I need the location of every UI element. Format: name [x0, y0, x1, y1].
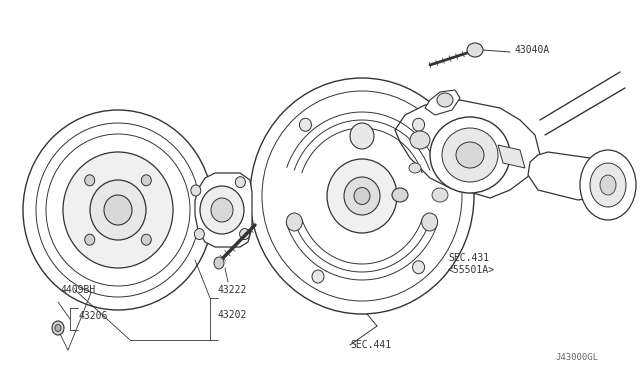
Ellipse shape: [432, 188, 448, 202]
Ellipse shape: [84, 234, 95, 245]
Ellipse shape: [214, 257, 224, 269]
Ellipse shape: [55, 324, 61, 331]
Ellipse shape: [467, 43, 483, 57]
Ellipse shape: [410, 131, 430, 149]
Ellipse shape: [286, 213, 302, 231]
Ellipse shape: [191, 185, 201, 196]
Ellipse shape: [23, 110, 213, 310]
Ellipse shape: [211, 198, 233, 222]
Ellipse shape: [590, 163, 626, 207]
Ellipse shape: [422, 213, 438, 231]
Ellipse shape: [141, 175, 151, 186]
Ellipse shape: [437, 93, 453, 107]
Polygon shape: [395, 100, 540, 198]
Ellipse shape: [36, 123, 200, 297]
Ellipse shape: [239, 228, 250, 240]
Ellipse shape: [580, 150, 636, 220]
Polygon shape: [498, 145, 525, 168]
Text: <55501A>: <55501A>: [448, 265, 495, 275]
Text: SEC.441: SEC.441: [350, 340, 391, 350]
Ellipse shape: [456, 142, 484, 168]
Ellipse shape: [600, 175, 616, 195]
Ellipse shape: [312, 270, 324, 283]
Text: 4409BH: 4409BH: [60, 285, 95, 295]
Ellipse shape: [262, 91, 462, 301]
Ellipse shape: [354, 187, 370, 205]
Polygon shape: [425, 90, 460, 115]
Ellipse shape: [442, 128, 498, 182]
Ellipse shape: [84, 175, 95, 186]
Ellipse shape: [236, 177, 245, 187]
Text: 43202: 43202: [218, 310, 248, 320]
Ellipse shape: [46, 134, 190, 286]
Ellipse shape: [52, 321, 64, 335]
Ellipse shape: [300, 118, 312, 131]
Ellipse shape: [327, 159, 397, 233]
Ellipse shape: [200, 186, 244, 234]
Ellipse shape: [409, 163, 421, 173]
Ellipse shape: [90, 180, 146, 240]
Ellipse shape: [63, 152, 173, 268]
Ellipse shape: [430, 117, 510, 193]
Text: 43222: 43222: [218, 285, 248, 295]
Ellipse shape: [195, 228, 204, 240]
Text: J43000GL: J43000GL: [555, 353, 598, 362]
Ellipse shape: [344, 177, 380, 215]
Ellipse shape: [350, 123, 374, 149]
Ellipse shape: [141, 234, 151, 245]
Ellipse shape: [392, 188, 408, 202]
Polygon shape: [528, 152, 620, 200]
Text: 43206: 43206: [78, 311, 108, 321]
Ellipse shape: [413, 118, 424, 131]
Text: SEC.431: SEC.431: [448, 253, 489, 263]
Polygon shape: [195, 173, 252, 247]
Ellipse shape: [413, 261, 424, 274]
Text: 43040A: 43040A: [515, 45, 550, 55]
Ellipse shape: [250, 78, 474, 314]
Ellipse shape: [104, 195, 132, 225]
